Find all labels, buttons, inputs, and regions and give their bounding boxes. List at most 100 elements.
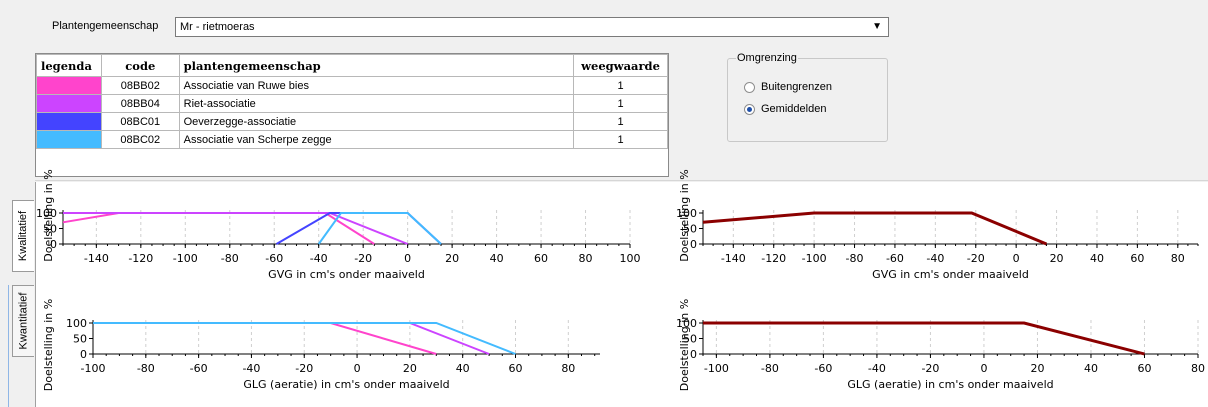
- select-value: Mr - rietmoeras: [180, 21, 255, 33]
- x-tick-label: -40: [310, 252, 328, 265]
- series-line: [703, 321, 1145, 356]
- x-tick-label: -100: [802, 252, 827, 265]
- series-line: [63, 212, 409, 245]
- legend-swatch: [36, 76, 102, 95]
- charts-panel: [35, 182, 1208, 407]
- row-name: Riet-associatie: [178, 94, 575, 113]
- row-code: 08BC01: [100, 112, 180, 131]
- x-tick-label: 0: [1013, 252, 1020, 265]
- series-line: [93, 322, 490, 355]
- radio-circle-icon[interactable]: [744, 103, 755, 115]
- plantengemeenschap-label: Plantengemeenschap: [52, 20, 159, 32]
- y-tick-label: 50: [73, 333, 87, 346]
- x-tick-label: 40: [456, 362, 470, 375]
- x-axis-title: GVG in cm's onder maaiveld: [872, 268, 1029, 281]
- radio-label: Gemiddelden: [761, 103, 827, 115]
- row-name: Associatie van Scherpe zegge: [178, 130, 575, 149]
- legend-swatch: [36, 130, 102, 149]
- x-tick-label: -80: [846, 252, 864, 265]
- x-tick-label: 0: [980, 362, 987, 375]
- x-tick-label: -40: [242, 362, 260, 375]
- x-tick-label: -20: [354, 252, 372, 265]
- x-tick-label: -20: [921, 362, 939, 375]
- panel-edge: [8, 285, 9, 407]
- x-tick-label: 100: [620, 252, 641, 265]
- y-tick-label: 100: [676, 317, 697, 330]
- x-tick-label: 20: [1050, 252, 1064, 265]
- x-tick-label: -20: [295, 362, 313, 375]
- x-tick-label: -20: [967, 252, 985, 265]
- series-line: [275, 212, 442, 245]
- x-tick-label: -100: [704, 362, 729, 375]
- col-weegwaarde[interactable]: weegwaarde: [573, 54, 668, 77]
- x-tick-label: 40: [1084, 362, 1098, 375]
- x-tick-label: 20: [445, 252, 459, 265]
- separator: [35, 180, 1208, 181]
- row-code: 08BB04: [100, 94, 180, 113]
- x-tick-label: -140: [84, 252, 109, 265]
- y-tick-label: 50: [683, 333, 697, 346]
- x-tick-label: -60: [886, 252, 904, 265]
- y-tick-label: 0: [50, 238, 57, 251]
- y-axis-title: Doelstelling in %: [678, 169, 691, 261]
- y-tick-label: 100: [66, 317, 87, 330]
- table-row[interactable]: 08BB02 Associatie van Ruwe bies 1: [36, 76, 668, 95]
- x-tick-label: -120: [128, 252, 153, 265]
- x-tick-label: 20: [403, 362, 417, 375]
- x-tick-label: 0: [354, 362, 361, 375]
- y-tick-label: 0: [690, 348, 697, 361]
- x-tick-label: 0: [404, 252, 411, 265]
- table-row[interactable]: 08BC02 Associatie van Scherpe zegge 1: [36, 130, 668, 149]
- x-tick-label: -100: [81, 362, 106, 375]
- radio-gemiddelden[interactable]: Gemiddelden: [744, 103, 826, 115]
- x-tick-label: -120: [761, 252, 786, 265]
- x-axis-title: GLG (aeratie) in cm's onder maaiveld: [243, 378, 449, 391]
- omgrenzing-group: Omgrenzing Buitengrenzen Gemiddelden: [727, 52, 888, 142]
- series-line: [93, 322, 516, 355]
- x-tick-label: 60: [509, 362, 523, 375]
- y-tick-label: 50: [43, 223, 57, 236]
- x-tick-label: -80: [221, 252, 239, 265]
- row-code: 08BC02: [100, 130, 180, 149]
- y-tick-label: 100: [36, 207, 57, 220]
- x-axis-title: GLG (aeratie) in cm's onder maaiveld: [847, 378, 1053, 391]
- omgrenzing-title: Omgrenzing: [736, 52, 798, 64]
- x-tick-label: 40: [490, 252, 504, 265]
- x-tick-label: -140: [721, 252, 746, 265]
- row-code: 08BB02: [100, 76, 180, 95]
- x-tick-label: 80: [1191, 362, 1205, 375]
- x-axis-title: GVG in cm's onder maaiveld: [268, 268, 425, 281]
- y-tick-label: 100: [676, 207, 697, 220]
- series-line: [317, 212, 442, 245]
- x-tick-label: 80: [579, 252, 593, 265]
- x-tick-label: 80: [1171, 252, 1185, 265]
- x-tick-label: -60: [265, 252, 283, 265]
- x-tick-label: -40: [926, 252, 944, 265]
- x-tick-label: 60: [1130, 252, 1144, 265]
- legend-swatch: [36, 112, 102, 131]
- x-tick-label: 80: [561, 362, 575, 375]
- radio-circle-icon[interactable]: [744, 81, 755, 93]
- y-axis-title: Doelstelling in %: [42, 169, 55, 261]
- dropdown-arrow-icon[interactable]: ▼: [872, 21, 882, 32]
- radio-buitengrenzen[interactable]: Buitengrenzen: [744, 81, 832, 93]
- x-tick-label: -100: [173, 252, 198, 265]
- radio-label: Buitengrenzen: [761, 81, 832, 93]
- x-tick-label: 60: [1137, 362, 1151, 375]
- x-tick-label: 60: [534, 252, 548, 265]
- plantengemeenschap-table: legenda code plantengemeenschap weegwaar…: [35, 53, 669, 177]
- plantengemeenschap-select[interactable]: Mr - rietmoeras ▼: [175, 17, 889, 37]
- row-weight[interactable]: 1: [573, 130, 668, 149]
- col-legenda[interactable]: legenda: [36, 54, 102, 77]
- series-line: [93, 322, 437, 355]
- tab-kwantitatief[interactable]: Kwantitatief: [12, 285, 34, 357]
- y-axis-title: Doelstelling in %: [678, 299, 691, 391]
- series-line: [62, 212, 375, 245]
- tab-kwalitatief[interactable]: Kwalitatief: [12, 200, 34, 272]
- y-tick-label: 0: [690, 238, 697, 251]
- y-axis-title: Doelstelling in %: [42, 299, 55, 391]
- y-tick-label: 0: [80, 348, 87, 361]
- table-row[interactable]: 08BB04 Riet-associatie 1: [36, 94, 668, 113]
- x-tick-label: 40: [1090, 252, 1104, 265]
